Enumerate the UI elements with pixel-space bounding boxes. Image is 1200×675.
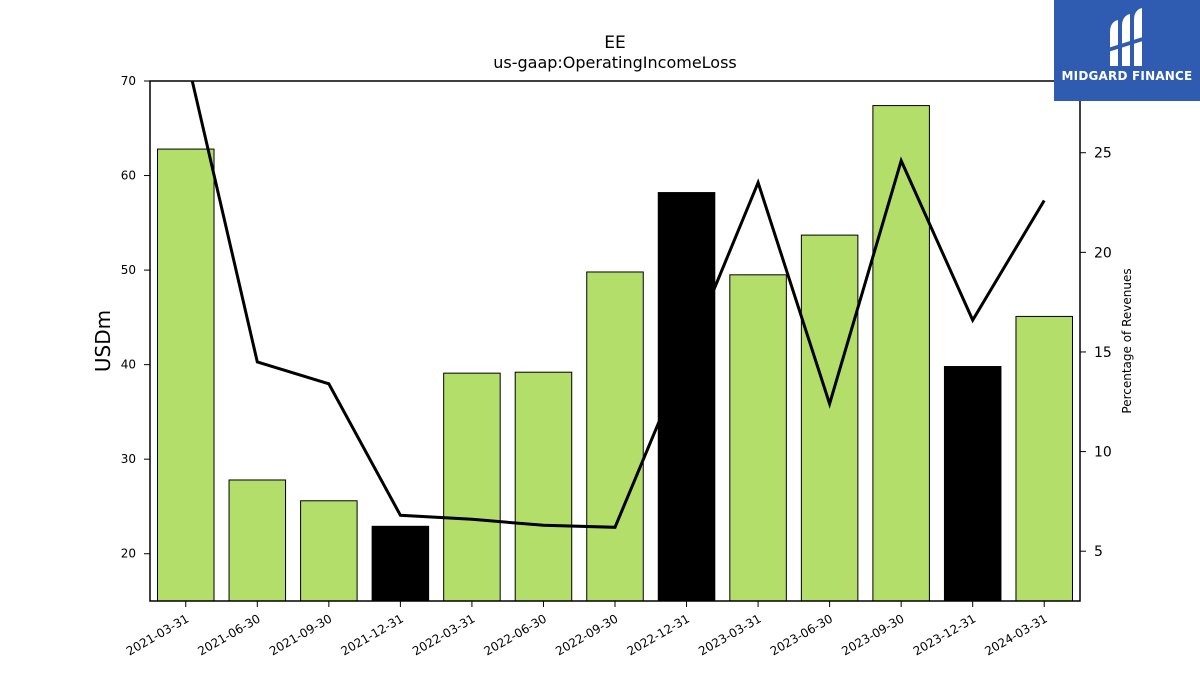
x-tick-label: 2021-12-31 (338, 611, 405, 658)
y-tick-label: 60 (121, 169, 136, 183)
y2-tick-label: 15 (1094, 345, 1112, 361)
x-tick-label: 2023-12-31 (911, 611, 978, 658)
bar-2021-06-30 (228, 479, 287, 602)
bar-2021-03-31 (157, 148, 215, 602)
logo-mark-icon (1108, 8, 1146, 66)
x-tick-label: 2022-03-31 (410, 611, 477, 658)
y-tick-label: 70 (121, 74, 136, 88)
brand-logo: MIDGARD FINANCE (1054, 0, 1200, 101)
chart-subtitle: us-gaap:OperatingIncomeLoss (493, 53, 737, 72)
logo-text: MIDGARD FINANCE (1061, 69, 1193, 83)
y-tick-label: 40 (121, 358, 136, 372)
x-tick-label: 2023-09-30 (839, 611, 906, 658)
x-tick-label: 2023-03-31 (696, 611, 763, 658)
bar-2021-09-30 (300, 500, 358, 602)
x-tick-label: 2021-06-30 (195, 611, 262, 658)
bar-2022-09-30 (586, 271, 644, 602)
x-tick-label: 2024-03-31 (982, 611, 1049, 658)
bar-2023-12-31 (943, 366, 1002, 602)
x-tick-label: 2022-09-30 (553, 611, 620, 658)
x-tick-label: 2021-03-31 (124, 611, 191, 658)
x-tick-label: 2021-09-30 (267, 611, 334, 658)
left-axis: 20 30 40 50 60 70 (121, 74, 150, 561)
bar-2024-03-31 (1015, 315, 1073, 602)
bar-2021-12-31 (371, 525, 430, 602)
y2-axis-label: Percentage of Revenues (1120, 268, 1134, 413)
x-axis: 2021-03-31 2021-06-30 2021-09-30 2021-12-31… (124, 601, 1050, 658)
bar-2023-09-30 (872, 105, 930, 602)
y2-tick-label: 20 (1094, 245, 1112, 261)
y-tick-label: 20 (121, 547, 136, 561)
x-tick-label: 2023-06-30 (768, 611, 835, 658)
bar-2022-03-31 (443, 372, 501, 602)
y2-tick-label: 10 (1094, 445, 1112, 461)
x-tick-label: 2022-06-30 (482, 611, 549, 658)
chart-title: EE (604, 33, 625, 53)
x-tick-label: 2022-12-31 (625, 611, 692, 658)
y-tick-label: 50 (121, 263, 136, 277)
y2-tick-label: 5 (1094, 544, 1103, 560)
bar-2023-03-31 (729, 274, 787, 602)
line-group (190, 81, 1046, 529)
bar-2022-12-31 (657, 192, 716, 602)
bar-2022-06-30 (514, 371, 573, 602)
bar-2023-06-30 (800, 234, 859, 602)
percentage-line (190, 81, 1046, 529)
right-axis: 5 10 15 20 25 (1080, 146, 1112, 560)
y2-tick-label: 25 (1094, 146, 1112, 162)
y-axis-label: USDm (91, 310, 115, 372)
bar-group (157, 105, 1073, 602)
y-tick-label: 30 (121, 452, 136, 466)
